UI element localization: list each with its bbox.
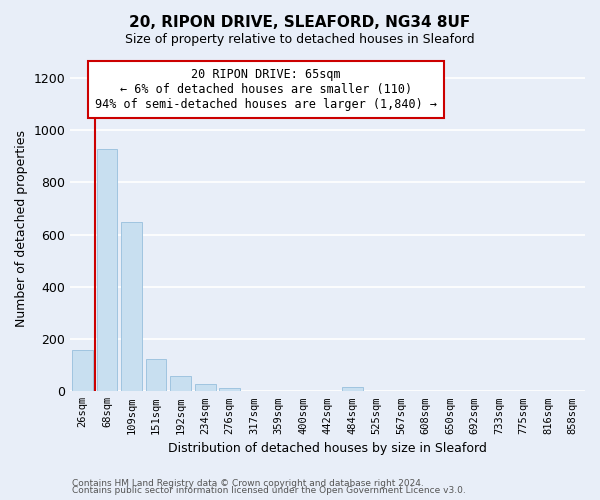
Bar (219, 388, 240, 392)
Bar (121, 222, 142, 392)
Text: Contains HM Land Registry data © Crown copyright and database right 2024.: Contains HM Land Registry data © Crown c… (72, 478, 424, 488)
Bar (194, 384, 215, 392)
Bar (170, 376, 191, 392)
Text: 20 RIPON DRIVE: 65sqm
← 6% of detached houses are smaller (110)
94% of semi-deta: 20 RIPON DRIVE: 65sqm ← 6% of detached h… (95, 68, 437, 112)
Bar (342, 388, 362, 392)
Text: Size of property relative to detached houses in Sleaford: Size of property relative to detached ho… (125, 32, 475, 46)
Bar (72, 350, 93, 392)
Bar (97, 148, 118, 392)
X-axis label: Distribution of detached houses by size in Sleaford: Distribution of detached houses by size … (168, 442, 487, 455)
Text: Contains public sector information licensed under the Open Government Licence v3: Contains public sector information licen… (72, 486, 466, 495)
Text: 20, RIPON DRIVE, SLEAFORD, NG34 8UF: 20, RIPON DRIVE, SLEAFORD, NG34 8UF (130, 15, 470, 30)
Bar (146, 358, 166, 392)
Y-axis label: Number of detached properties: Number of detached properties (15, 130, 28, 326)
